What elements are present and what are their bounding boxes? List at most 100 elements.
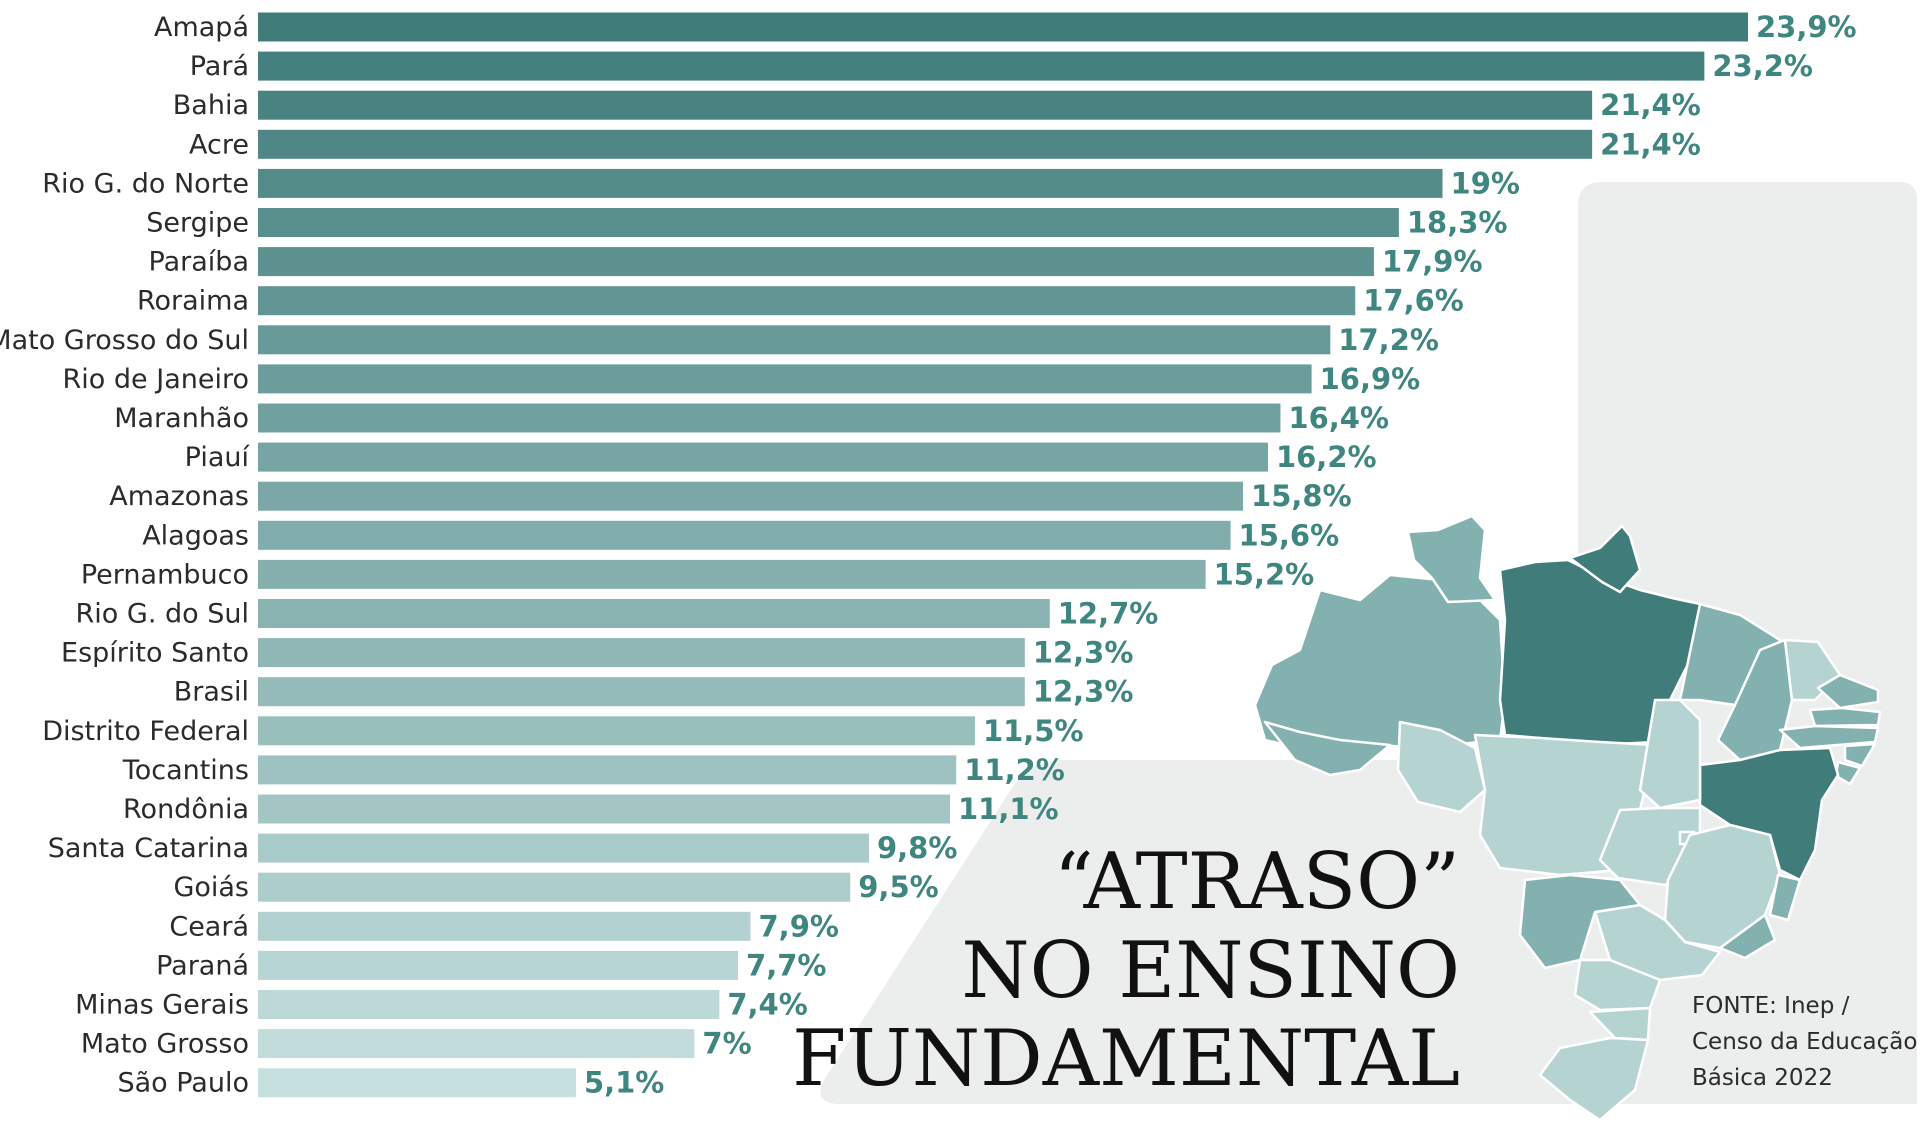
map-state-roraima xyxy=(1406,514,1497,604)
bar xyxy=(258,950,739,980)
bar xyxy=(258,599,1050,628)
source-note: FONTE: Inep / Censo da Educação Básica 2… xyxy=(1692,993,1917,1091)
category-label: Rondônia xyxy=(123,794,249,825)
bar xyxy=(258,520,1231,550)
value-label: 15,6% xyxy=(1239,518,1340,552)
bar xyxy=(258,911,751,941)
bar xyxy=(258,364,1312,394)
category-label: Rio G. do Sul xyxy=(76,599,249,630)
value-label: 11,5% xyxy=(983,714,1084,748)
bar xyxy=(258,1029,695,1059)
value-label: 19% xyxy=(1451,166,1520,200)
source-line-1: FONTE: Inep / xyxy=(1692,993,1850,1019)
map-state-pernambuco xyxy=(1778,724,1880,750)
map-state-espirito-santo xyxy=(1768,873,1802,922)
category-label: Roraima xyxy=(137,286,249,317)
category-label: Pará xyxy=(190,51,249,82)
bar xyxy=(258,403,1281,433)
map-state-paraiba xyxy=(1808,706,1882,728)
category-label: Goiás xyxy=(173,872,249,903)
source-line-3: Básica 2022 xyxy=(1692,1065,1833,1091)
bar xyxy=(258,677,1025,707)
bar xyxy=(258,442,1268,472)
value-label: 9,5% xyxy=(858,870,938,904)
source-line-2: Censo da Educação xyxy=(1692,1029,1917,1055)
chart-title-line-2: NO ENSINO xyxy=(961,926,1460,1016)
category-label: Santa Catarina xyxy=(48,833,249,864)
value-label: 23,2% xyxy=(1712,49,1813,83)
value-label: 12,3% xyxy=(1033,675,1134,709)
bar xyxy=(258,559,1206,589)
bar xyxy=(258,129,1593,159)
category-label: Amapá xyxy=(154,12,249,43)
category-label: Tocantins xyxy=(122,755,249,786)
value-label: 7% xyxy=(702,1027,751,1061)
category-label: Espírito Santo xyxy=(61,638,249,669)
value-label: 21,4% xyxy=(1600,127,1701,161)
category-label: Rio G. do Norte xyxy=(42,168,249,199)
value-label: 16,2% xyxy=(1276,440,1377,474)
value-label: 23,9% xyxy=(1756,10,1857,44)
bar xyxy=(258,755,957,785)
category-label: Paraíba xyxy=(149,247,249,278)
value-label: 17,9% xyxy=(1382,245,1483,279)
map-state-rio-g-do-sul xyxy=(1538,1036,1650,1122)
category-label: Minas Gerais xyxy=(75,990,249,1021)
bar xyxy=(258,168,1443,198)
bar xyxy=(258,794,951,824)
bar xyxy=(258,325,1331,355)
map-state-alagoas xyxy=(1843,742,1877,768)
value-label: 9,8% xyxy=(877,831,957,865)
chart-title-line-3: FUNDAMENTAL xyxy=(792,1014,1460,1104)
value-label: 11,1% xyxy=(958,792,1059,826)
category-label: Acre xyxy=(189,129,249,160)
map-state-amapa xyxy=(1568,524,1642,594)
value-label: 12,7% xyxy=(1058,597,1159,631)
bar xyxy=(258,638,1025,668)
bar xyxy=(258,12,1748,42)
value-label: 16,4% xyxy=(1288,401,1389,435)
value-label: 7,9% xyxy=(759,909,839,943)
bar xyxy=(258,716,975,746)
category-label: Piauí xyxy=(185,442,251,473)
value-label: 7,4% xyxy=(727,988,807,1022)
category-label: Pernambuco xyxy=(81,559,249,590)
bar xyxy=(258,872,851,902)
category-label: Amazonas xyxy=(109,481,249,512)
bar xyxy=(258,833,869,863)
map-state-mato-grosso-do-sul xyxy=(1518,873,1642,970)
value-label: 5,1% xyxy=(584,1066,664,1100)
bar xyxy=(258,1068,576,1098)
value-label: 15,8% xyxy=(1251,479,1352,513)
map-state-rio-g-do-norte xyxy=(1816,673,1880,710)
category-label: Alagoas xyxy=(142,520,249,551)
value-label: 15,2% xyxy=(1214,557,1315,591)
category-label: Bahia xyxy=(173,90,249,121)
category-label: Brasil xyxy=(174,677,249,708)
value-label: 18,3% xyxy=(1407,206,1508,240)
value-label: 12,3% xyxy=(1033,636,1134,670)
brazil-map xyxy=(1253,514,1882,1122)
map-state-acre xyxy=(1263,720,1392,777)
category-label: Sergipe xyxy=(146,208,249,239)
bar xyxy=(258,90,1593,120)
category-label: Mato Grosso xyxy=(81,1029,249,1060)
bar xyxy=(258,990,720,1019)
chart-title-line-1: “ATRASO” xyxy=(1054,837,1460,927)
chart-title: “ATRASO” NO ENSINO FUNDAMENTAL xyxy=(792,837,1460,1104)
bar xyxy=(258,247,1374,277)
value-label: 16,9% xyxy=(1320,362,1421,396)
value-label: 17,6% xyxy=(1363,284,1464,318)
bar xyxy=(258,286,1356,316)
value-label: 17,2% xyxy=(1338,323,1439,357)
bar xyxy=(258,51,1705,81)
value-label: 21,4% xyxy=(1600,88,1701,122)
map-state-tocantins xyxy=(1638,698,1702,810)
value-label: 11,2% xyxy=(964,753,1065,787)
map-state-rio-de-janeiro xyxy=(1718,913,1777,960)
map-state-rondonia xyxy=(1396,720,1487,814)
category-label: Distrito Federal xyxy=(42,716,249,747)
category-label: Rio de Janeiro xyxy=(63,364,249,395)
category-label: Maranhão xyxy=(114,403,249,434)
